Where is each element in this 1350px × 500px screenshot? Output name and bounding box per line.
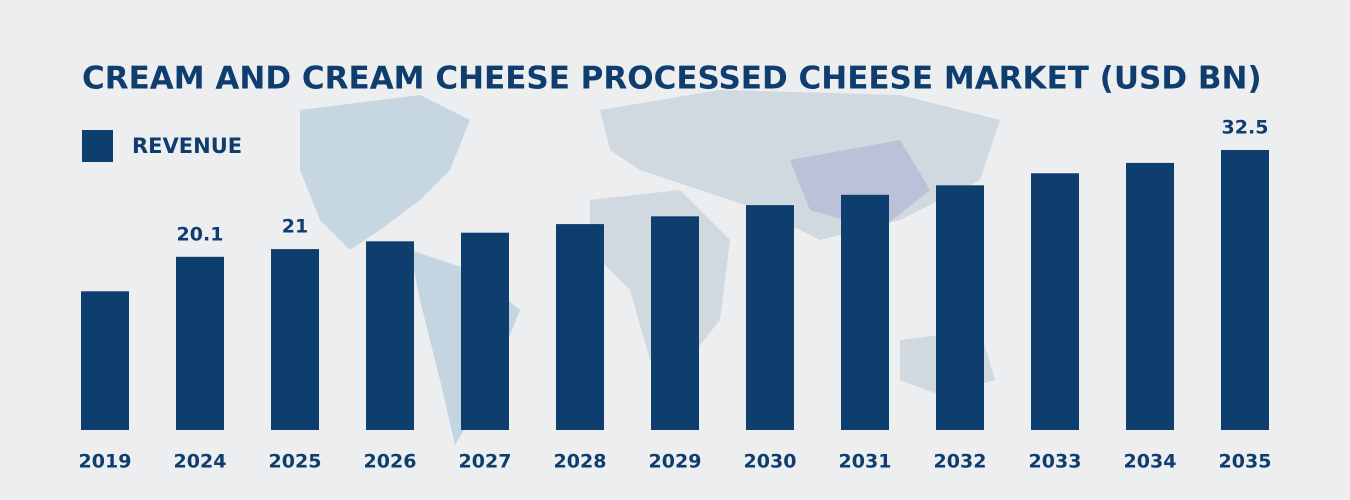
bar (1221, 150, 1269, 430)
bar (746, 205, 794, 430)
bar (271, 249, 319, 430)
bar (461, 232, 509, 430)
bar (841, 194, 889, 430)
x-tick-label: 2034 (1124, 451, 1177, 473)
x-tick-label: 2031 (839, 451, 892, 473)
x-tick-label: 2026 (364, 451, 417, 473)
x-tick-label: 2035 (1219, 451, 1272, 473)
bar (81, 291, 129, 430)
x-tick-label: 2032 (934, 451, 987, 473)
chart-title: CREAM AND CREAM CHEESE PROCESSED CHEESE … (82, 61, 1262, 97)
bar (1031, 173, 1079, 430)
x-tick-label: 2027 (459, 451, 512, 473)
value-label: 21 (282, 216, 308, 238)
bar (366, 241, 414, 430)
bar (1126, 162, 1174, 430)
value-label: 20.1 (177, 223, 224, 245)
x-tick-label: 2019 (79, 451, 132, 473)
value-label: 32.5 (1222, 117, 1269, 139)
x-tick-label: 2024 (174, 451, 227, 473)
x-tick-label: 2029 (649, 451, 702, 473)
bar (176, 256, 224, 430)
bar (651, 216, 699, 430)
legend-label: REVENUE (132, 134, 242, 158)
bar (556, 224, 604, 430)
x-tick-label: 2030 (744, 451, 797, 473)
x-tick-label: 2025 (269, 451, 322, 473)
x-tick-label: 2033 (1029, 451, 1082, 473)
legend-swatch (82, 130, 113, 162)
x-tick-label: 2028 (554, 451, 607, 473)
bar (936, 185, 984, 430)
